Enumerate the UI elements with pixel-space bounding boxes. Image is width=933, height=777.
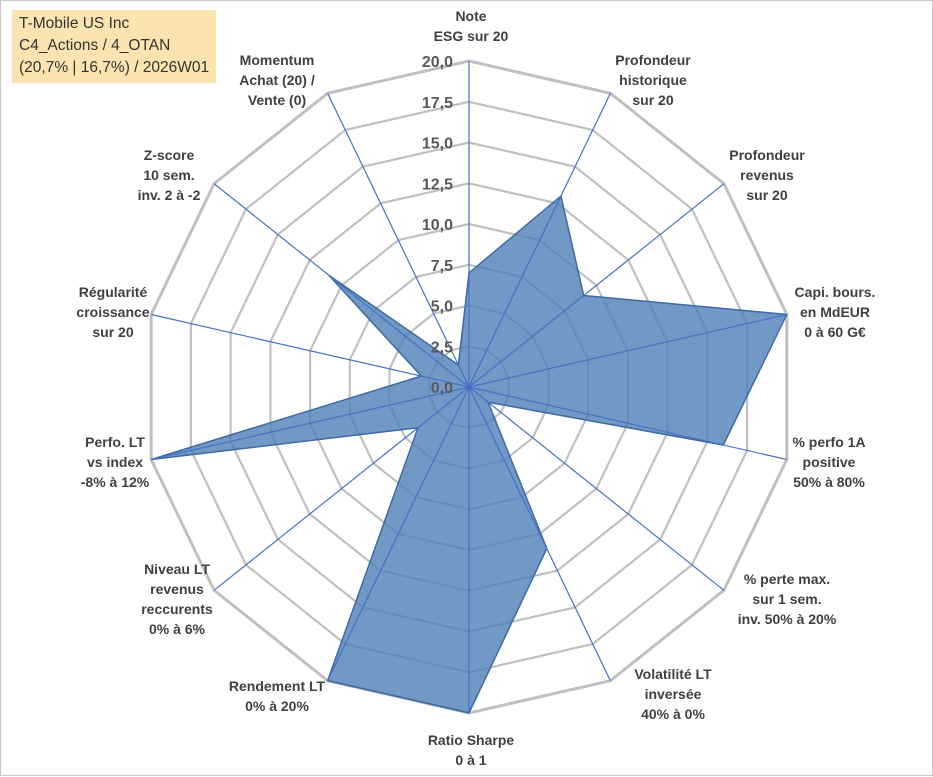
title-line-company: T-Mobile US Inc [19,15,130,32]
axis-spoke [327,386,470,681]
chart-title-box: T-Mobile US Inc C4_Actions / 4_OTAN (20,… [12,10,217,83]
tick-label: 17,5 [422,95,453,112]
axis-spoke [151,313,470,388]
axis-spoke [468,183,725,388]
axis-label: Note ESG sur 20 [434,8,509,44]
axis-label: Perfo. LT vs index -8% à 12% [81,434,150,490]
axis-spoke [468,386,725,591]
axis-spoke [468,313,787,388]
tick-label: 0,0 [431,380,453,397]
tick-label: 7,5 [431,258,453,275]
axis-spoke [213,386,470,591]
tick-label: 15,0 [422,136,453,153]
axis-label: Régularité croissance sur 20 [76,284,149,340]
axis-label-layer: Note ESG sur 20 Profondeur historique sur 20… [76,8,875,768]
axis-label: Z-score 10 sem. inv. 2 à -2 [138,147,201,203]
tick-label: 20,0 [422,54,453,71]
title-line-stats: (20,7% | 16,7%) / 2026W01 [19,59,210,76]
axis-label: Volatilité LT inversée 40% à 0% [634,666,712,722]
tick-label: 2,5 [431,339,453,356]
axis-label: Niveau LT revenus reccurents 0% à 6% [141,561,213,637]
title-line-category: C4_Actions / 4_OTAN [19,37,171,54]
axis-spoke [151,386,470,461]
tick-label: 5,0 [431,299,453,316]
tick-label: 12,5 [422,176,453,193]
tick-label: 10,0 [422,217,453,234]
axis-label: % perfo 1A positive 50% à 80% [792,434,865,490]
axis-spoke [468,93,611,388]
spoke-layer [151,61,787,713]
axis-label: Rendement LT 0% à 20% [229,678,326,714]
axis-label: Ratio Sharpe 0 à 1 [428,732,515,768]
axis-label: Profondeur revenus sur 20 [729,147,805,203]
axis-label: Capi. bours. en MdEUR 0 à 60 G€ [795,284,876,340]
axis-label: Momentum Achat (20) / Vente (0) [239,52,315,108]
axis-spoke [468,386,787,461]
axis-spoke [213,183,470,388]
axis-spoke [327,93,470,388]
axis-label: % perte max. sur 1 sem. inv. 50% à 20% [738,571,837,627]
axis-spoke [468,386,611,681]
axis-label: Profondeur historique sur 20 [615,52,691,108]
tick-layer: 0,0 2,5 5,0 7,5 10,0 12,5 15,0 17,5 20,0 [422,54,453,397]
